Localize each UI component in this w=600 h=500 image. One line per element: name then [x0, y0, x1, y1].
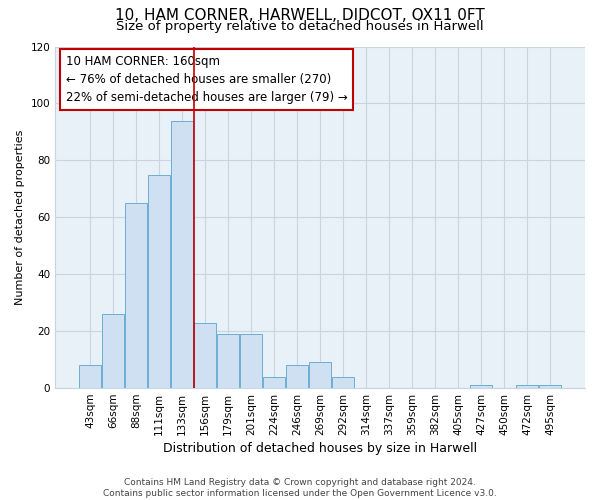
- Bar: [240, 334, 262, 388]
- Bar: [217, 334, 239, 388]
- Text: 10 HAM CORNER: 160sqm
← 76% of detached houses are smaller (270)
22% of semi-det: 10 HAM CORNER: 160sqm ← 76% of detached …: [66, 55, 347, 104]
- Bar: [539, 385, 561, 388]
- Bar: [79, 366, 101, 388]
- Bar: [263, 376, 285, 388]
- Text: Contains HM Land Registry data © Crown copyright and database right 2024.
Contai: Contains HM Land Registry data © Crown c…: [103, 478, 497, 498]
- Text: Size of property relative to detached houses in Harwell: Size of property relative to detached ho…: [116, 20, 484, 33]
- Y-axis label: Number of detached properties: Number of detached properties: [15, 130, 25, 305]
- Bar: [171, 120, 193, 388]
- Bar: [332, 376, 354, 388]
- Bar: [102, 314, 124, 388]
- Bar: [125, 203, 147, 388]
- Text: 10, HAM CORNER, HARWELL, DIDCOT, OX11 0FT: 10, HAM CORNER, HARWELL, DIDCOT, OX11 0F…: [115, 8, 485, 22]
- Bar: [516, 385, 538, 388]
- Bar: [286, 366, 308, 388]
- Bar: [194, 322, 216, 388]
- Bar: [470, 385, 492, 388]
- Bar: [309, 362, 331, 388]
- X-axis label: Distribution of detached houses by size in Harwell: Distribution of detached houses by size …: [163, 442, 477, 455]
- Bar: [148, 174, 170, 388]
